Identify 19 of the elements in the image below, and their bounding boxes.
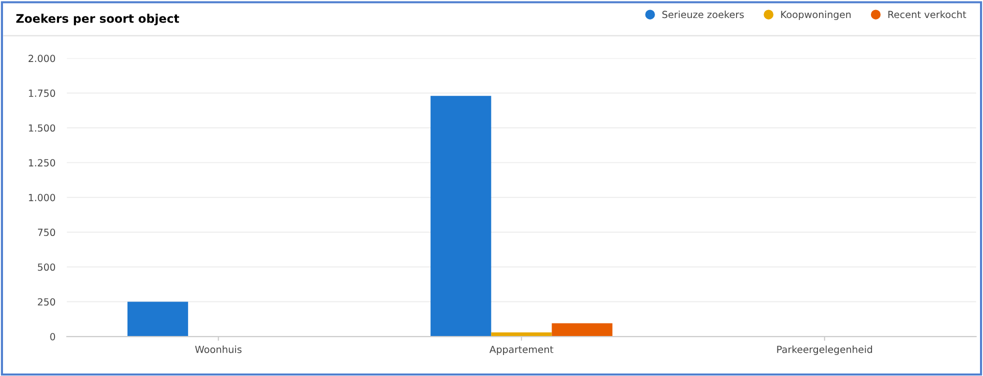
- bar: [127, 302, 188, 337]
- x-tick-label: Appartement: [489, 346, 554, 355]
- bar: [430, 96, 492, 337]
- y-tick-label: 1.250: [28, 159, 56, 166]
- y-tick-label: 1.750: [28, 90, 56, 97]
- y-tick-label: 1.000: [28, 194, 56, 202]
- y-tick-label: 0: [50, 333, 56, 340]
- chart-title: Zoekers per soort object: [16, 14, 180, 26]
- legend-label: Koopwoningen: [781, 10, 851, 20]
- x-tick-label: Woonhuis: [195, 346, 242, 354]
- y-tick-label: 250: [38, 298, 56, 306]
- legend-label: Serieuze zoekers: [662, 10, 744, 18]
- y-tick-label: 1.500: [28, 124, 56, 132]
- y-tick-label: 500: [38, 263, 56, 271]
- y-tick-label: 750: [38, 228, 56, 236]
- x-tick-label: Parkeergelegenheid: [777, 346, 872, 355]
- legend-label: Recent verkocht: [888, 10, 966, 18]
- bar: [552, 323, 612, 337]
- y-tick-label: 2.000: [28, 54, 56, 62]
